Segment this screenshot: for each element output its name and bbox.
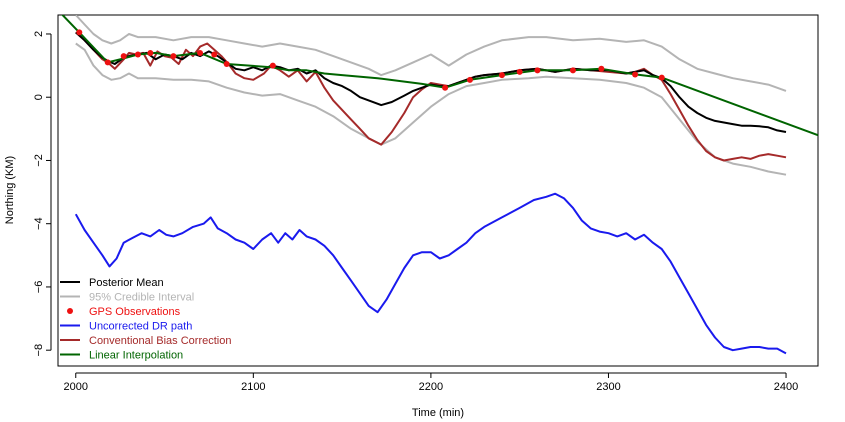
x-tick-label: 2100 [241,381,265,393]
y-axis: −8 −6 −4 −2 0 2 [33,31,52,357]
legend-label: Uncorrected DR path [89,321,192,333]
gps-observation-point [516,68,523,75]
gps-observation-point [197,49,204,56]
gps-observation-point [120,53,127,60]
gps-observation-point [569,67,576,74]
gps-observation-point [534,67,541,74]
x-tick-label: 2200 [419,381,443,393]
gps-observation-point [223,61,230,68]
gps-observation-point [211,51,218,58]
gps-observation-point [76,29,83,36]
x-tick-label: 2300 [596,381,620,393]
gps-observation-point [442,84,449,91]
x-axis-label: Time (min) [412,407,464,419]
y-tick-label: 2 [33,31,45,37]
conventional-bias-correction-line [75,31,787,162]
y-tick-label: −6 [33,281,45,294]
gps-observation-point [658,74,665,81]
95-credible-interval-line-upper [75,15,787,92]
y-tick-label: 0 [33,94,45,100]
plot-frame [57,14,819,367]
legend-marker [67,308,73,314]
legend-label: Posterior Mean [89,277,164,289]
legend-label: 95% Credible Interval [89,292,194,304]
gps-observation-point [632,71,639,78]
gps-observation-point [147,49,154,56]
legend: Posterior Mean 95% Credible Interval GPS O… [60,277,231,362]
gps-points-layer [76,29,665,91]
y-axis-label: Northing (KM) [4,156,16,224]
x-tick-label: 2400 [774,381,798,393]
gps-observation-point [498,72,505,79]
x-axis: 2000 2100 2200 2300 2400 [64,372,798,393]
gps-observation-point [269,62,276,69]
legend-label: Conventional Bias Correction [89,335,231,347]
y-tick-label: −8 [33,344,45,357]
uncorrected-dr-path-line [74,192,787,355]
y-tick-label: −2 [33,154,45,167]
gps-observation-point [170,53,177,60]
legend-label: GPS Observations [89,306,181,318]
gps-observation-point [104,59,111,66]
y-tick-label: −4 [33,217,45,230]
legend-label: Linear Interpolation [89,350,183,362]
gps-observation-point [598,65,605,72]
gps-observation-point [466,76,473,83]
x-tick-label: 2000 [64,381,88,393]
gps-observation-point [134,51,141,58]
